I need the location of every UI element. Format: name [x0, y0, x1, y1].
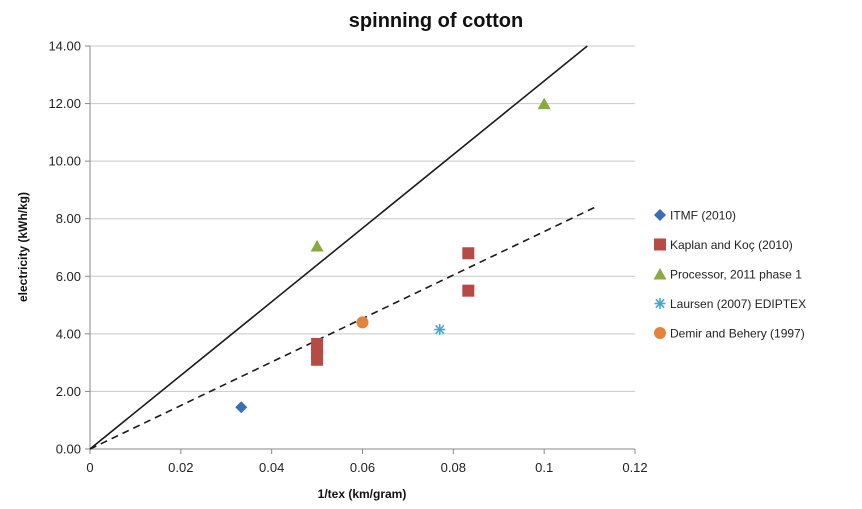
x-tick-label: 0.08 — [441, 460, 466, 475]
data-point — [310, 240, 324, 252]
x-tick-label: 0.1 — [535, 460, 553, 475]
data-point — [356, 316, 369, 329]
legend-label: Processor, 2011 phase 1 — [670, 268, 802, 282]
data-points — [235, 97, 551, 414]
y-axis-title: electricity (kWh/kg) — [16, 192, 30, 302]
trend-lines — [89, 45, 596, 450]
dashed-trend-line — [89, 206, 596, 450]
legend-marker — [654, 298, 666, 309]
y-tick-label: 10.00 — [48, 154, 81, 169]
x-tick-label: 0 — [86, 460, 93, 475]
legend-label: Kaplan and Koç (2010) — [670, 238, 793, 252]
x-axis-title: 1/tex (km/gram) — [318, 487, 407, 501]
y-tick-label: 8.00 — [56, 211, 81, 226]
y-tick-label: 4.00 — [56, 326, 81, 341]
data-point — [235, 401, 248, 414]
solid-trend-line — [89, 45, 588, 450]
legend-marker — [654, 327, 666, 339]
y-tick-label: 12.00 — [48, 96, 81, 111]
data-point — [537, 97, 551, 110]
data-point — [462, 284, 475, 297]
y-tick-label: 0.00 — [56, 442, 81, 457]
x-tick-label: 0.04 — [259, 460, 284, 475]
y-tick-label: 2.00 — [56, 384, 81, 399]
legend-marker — [654, 238, 666, 251]
x-tick-label: 0.06 — [350, 460, 375, 475]
legend-label: Demir and Behery (1997) — [670, 327, 805, 341]
data-point — [311, 353, 324, 366]
legend-label: Laursen (2007) EDIPTEX — [670, 297, 806, 311]
x-tick-labels: 0 0.02 0.04 0.06 0.08 0.1 0.12 — [86, 460, 647, 475]
legend-marker — [653, 268, 667, 280]
legend-label: ITMF (2010) — [670, 209, 736, 223]
legend-marker — [654, 209, 666, 221]
axes — [85, 45, 636, 454]
y-tick-label: 6.00 — [56, 269, 81, 284]
y-tick-label: 14.00 — [48, 39, 81, 54]
data-point — [462, 247, 475, 260]
data-point — [434, 324, 446, 336]
y-tick-labels: 0.00 2.00 4.00 6.00 8.00 10.00 12.00 14.00 — [48, 39, 81, 457]
legend: ITMF (2010) Kaplan and Koç (2010) Processo… — [653, 209, 806, 341]
x-tick-label: 0.12 — [622, 460, 647, 475]
gridlines — [90, 45, 635, 392]
x-tick-label: 0.02 — [168, 460, 193, 475]
chart-title: spinning of cotton — [349, 10, 523, 32]
